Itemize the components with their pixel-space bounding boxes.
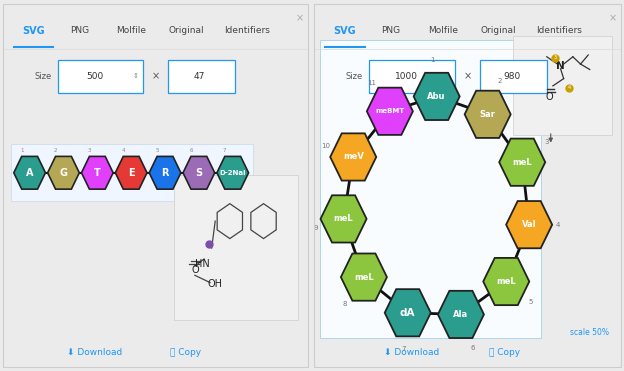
Polygon shape [115, 157, 147, 189]
Polygon shape [341, 253, 387, 301]
Text: S: S [195, 168, 202, 178]
Text: Val: Val [522, 220, 537, 229]
FancyBboxPatch shape [58, 60, 143, 93]
Text: meL: meL [497, 277, 516, 286]
Text: G: G [59, 168, 67, 178]
FancyBboxPatch shape [11, 144, 253, 201]
FancyBboxPatch shape [480, 60, 547, 93]
Polygon shape [330, 133, 376, 181]
Text: 6: 6 [470, 345, 475, 351]
Polygon shape [14, 157, 46, 189]
Text: 1: 1 [430, 57, 434, 63]
Text: O: O [191, 265, 198, 275]
FancyBboxPatch shape [320, 40, 541, 338]
Polygon shape [321, 195, 366, 243]
Text: 6: 6 [189, 148, 193, 153]
Text: Molfile: Molfile [116, 26, 146, 36]
Text: Sar: Sar [480, 110, 495, 119]
Text: 3: 3 [544, 139, 548, 145]
Text: 8: 8 [343, 302, 347, 308]
Text: 4: 4 [568, 85, 571, 90]
Text: 47: 47 [194, 72, 205, 81]
Text: Ala: Ala [454, 310, 469, 319]
Text: 4: 4 [556, 221, 560, 228]
Text: 1000: 1000 [394, 72, 417, 81]
Text: Size: Size [346, 72, 363, 81]
Text: dA: dA [400, 308, 416, 318]
Text: 2: 2 [54, 148, 57, 153]
Polygon shape [499, 139, 545, 186]
Text: 2: 2 [497, 78, 502, 84]
Text: Identifiers: Identifiers [224, 26, 270, 36]
Polygon shape [506, 201, 552, 248]
Text: 11: 11 [368, 80, 376, 86]
Text: ⎘ Copy: ⎘ Copy [170, 348, 202, 357]
Text: Original: Original [168, 26, 203, 36]
Text: E: E [128, 168, 135, 178]
Text: OH: OH [207, 279, 222, 289]
Text: 500: 500 [86, 72, 103, 81]
Text: 980: 980 [504, 72, 520, 81]
Polygon shape [217, 157, 248, 189]
Polygon shape [367, 88, 413, 135]
Text: D-2Nal: D-2Nal [220, 170, 246, 176]
Polygon shape [483, 258, 529, 305]
FancyBboxPatch shape [168, 60, 235, 93]
Text: Abu: Abu [427, 92, 446, 101]
Text: HN: HN [195, 259, 210, 269]
Text: ⬇ Download: ⬇ Download [384, 348, 440, 357]
Text: ×: × [151, 72, 160, 81]
Polygon shape [414, 73, 460, 120]
Polygon shape [465, 91, 510, 138]
Text: SVG: SVG [333, 26, 356, 36]
Text: R: R [161, 168, 168, 178]
Text: Original: Original [480, 26, 516, 36]
FancyBboxPatch shape [173, 175, 298, 320]
Text: 7: 7 [223, 148, 227, 153]
Polygon shape [47, 157, 79, 189]
Text: 3: 3 [553, 55, 557, 60]
Text: meV: meV [343, 152, 364, 161]
Polygon shape [438, 291, 484, 338]
Text: Identifiers: Identifiers [537, 26, 582, 36]
Text: ⇕: ⇕ [133, 73, 139, 79]
Text: ⇕: ⇕ [444, 73, 451, 79]
Text: 1: 1 [20, 148, 24, 153]
Polygon shape [183, 157, 215, 189]
Text: A: A [26, 168, 33, 178]
Text: 9: 9 [313, 226, 318, 232]
Text: meBMT: meBMT [375, 108, 404, 114]
Text: PNG: PNG [381, 26, 400, 36]
Text: O: O [545, 92, 553, 102]
Text: meL: meL [512, 158, 532, 167]
Text: T: T [94, 168, 100, 178]
FancyBboxPatch shape [369, 60, 455, 93]
Text: meL: meL [354, 273, 374, 282]
Text: Molfile: Molfile [428, 26, 458, 36]
Polygon shape [82, 157, 113, 189]
Text: N: N [556, 61, 565, 71]
Text: meL: meL [334, 214, 353, 223]
Text: 3: 3 [87, 148, 91, 153]
Text: ⬇ Download: ⬇ Download [67, 348, 122, 357]
Text: ×: × [463, 72, 472, 81]
Text: SVG: SVG [22, 26, 45, 36]
Text: ⎘ Copy: ⎘ Copy [489, 348, 520, 357]
Text: 7: 7 [401, 346, 406, 352]
Text: scale 50%: scale 50% [570, 328, 608, 337]
Text: ×: × [609, 13, 617, 23]
Text: 5: 5 [528, 299, 533, 305]
Text: PNG: PNG [70, 26, 89, 36]
Text: 5: 5 [155, 148, 159, 153]
Text: Size: Size [34, 72, 52, 81]
Polygon shape [149, 157, 181, 189]
Text: 4: 4 [122, 148, 125, 153]
FancyBboxPatch shape [514, 36, 612, 135]
Polygon shape [385, 289, 431, 336]
Text: ×: × [296, 13, 304, 23]
Text: 10: 10 [321, 142, 330, 149]
